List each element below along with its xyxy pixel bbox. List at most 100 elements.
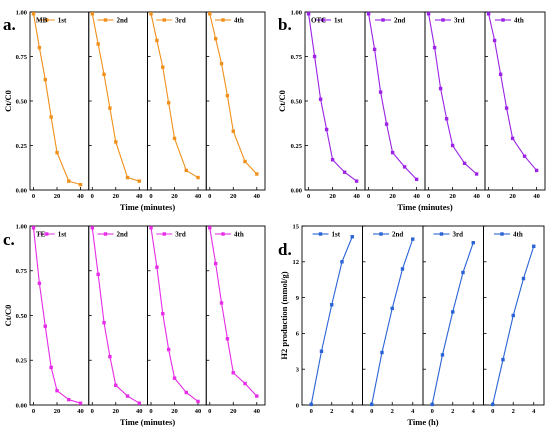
data-point: [31, 12, 36, 16]
legend-label: 2nd: [392, 231, 403, 239]
y-tick-label: 0.00: [16, 187, 27, 194]
data-point: [501, 357, 505, 362]
y-tick-label: 0.75: [16, 268, 28, 275]
y-tick-label: 9: [296, 295, 300, 302]
data-point: [324, 127, 329, 132]
y-axis-title: Ct/C0: [3, 90, 13, 112]
data-point: [534, 168, 539, 173]
data-point: [102, 320, 106, 325]
data-point: [451, 310, 455, 314]
data-point: [166, 101, 171, 105]
series-line-1st: [32, 227, 81, 404]
data-point: [471, 241, 475, 245]
data-point: [166, 347, 171, 352]
data-point: [114, 140, 118, 144]
legend-marker: [441, 18, 445, 22]
x-tick-label: 0: [149, 193, 152, 200]
x-tick-label: 40: [77, 193, 84, 200]
data-point: [78, 182, 83, 187]
legend-label: 2nd: [394, 17, 405, 25]
data-point: [402, 165, 407, 169]
subpanel-frame: [301, 225, 363, 406]
data-point: [319, 349, 324, 353]
x-axis-title: Time (minutes): [120, 417, 175, 427]
legend-marker: [45, 18, 49, 22]
x-tick-label: 0: [367, 193, 370, 200]
y-tick-label: 0.00: [16, 402, 27, 409]
x-tick-label: 4: [411, 408, 415, 415]
x-tick-label: 0: [91, 408, 94, 415]
panel-label: d.: [278, 240, 292, 259]
legend-label: 1st: [332, 231, 341, 239]
data-point: [37, 281, 42, 285]
data-point: [414, 177, 419, 182]
data-point: [372, 47, 377, 52]
y-tick-label: 0.50: [16, 98, 27, 105]
subpanel-frame: [147, 225, 207, 406]
data-point: [172, 376, 177, 380]
data-point: [438, 86, 443, 91]
x-tick-label: 40: [473, 193, 480, 200]
chart-panel-b: 0.00 0.25 0.50 0.75 1.00 0 20 40 1st 0 20 40 2nd 0 20 4…: [277, 9, 546, 212]
x-tick-label: 20: [449, 193, 456, 200]
y-tick-label: 3: [296, 367, 300, 374]
data-point: [318, 97, 323, 101]
series-line-4th: [488, 13, 538, 171]
data-point: [309, 402, 313, 407]
data-point: [390, 150, 395, 155]
y-tick-label: 1.00: [16, 9, 27, 16]
y-tick-label: 6: [296, 331, 300, 338]
y-tick-label: 0.00: [291, 187, 302, 194]
data-point: [161, 65, 165, 69]
x-tick-label: 4: [532, 408, 536, 415]
x-tick-label: 0: [32, 193, 35, 200]
y-axis-title: H2 production (mmol/g): [279, 271, 289, 359]
x-tick-label: 2: [451, 408, 454, 415]
series-line-1st: [308, 13, 357, 182]
subpanel-frame: [424, 11, 486, 191]
series-line-1st: [310, 236, 353, 405]
x-tick-label: 4: [351, 408, 355, 415]
x-tick-label: 0: [307, 193, 310, 200]
data-point: [90, 12, 94, 16]
data-point: [474, 172, 479, 176]
chart-panel-a: 0.00 0.25 0.50 0.75 1.00 0 20 40 1st 0 20 40 2nd 0 20 4…: [3, 9, 266, 212]
legend-marker: [221, 232, 225, 236]
y-tick-label: 0: [296, 402, 299, 409]
x-tick-label: 0: [310, 408, 313, 415]
legend-label: 1st: [334, 17, 343, 25]
data-point: [31, 226, 36, 230]
data-point: [49, 365, 53, 370]
data-point: [225, 93, 230, 98]
y-tick-label: 1.00: [16, 223, 27, 230]
legend-marker: [103, 18, 108, 22]
data-point: [312, 54, 317, 59]
data-point: [90, 226, 94, 230]
data-point: [378, 90, 383, 94]
x-tick-label: 20: [54, 193, 61, 200]
legend-marker: [321, 18, 325, 22]
y-tick-label: 0.50: [291, 98, 302, 105]
data-point: [486, 12, 491, 16]
x-tick-label: 40: [136, 193, 143, 200]
x-axis-title: Time (minutes): [397, 202, 452, 212]
subpanel-frame: [362, 225, 424, 406]
data-point: [504, 106, 509, 110]
data-point: [208, 226, 212, 230]
x-tick-label: 40: [195, 408, 202, 415]
data-point: [430, 402, 434, 407]
x-tick-label: 20: [509, 193, 516, 200]
legend-marker: [318, 232, 323, 236]
data-point: [37, 45, 42, 50]
panel-label: a.: [3, 15, 16, 34]
x-tick-label: 0: [370, 408, 373, 415]
data-point: [49, 115, 53, 119]
data-point: [43, 324, 47, 328]
sample-label: MB: [36, 17, 48, 25]
subpanel-frame: [483, 225, 545, 406]
subpanel-frame: [205, 225, 266, 406]
data-point: [306, 12, 311, 16]
panel-label: c.: [3, 230, 15, 249]
legend-marker: [381, 18, 385, 22]
x-tick-label: 40: [136, 408, 143, 415]
